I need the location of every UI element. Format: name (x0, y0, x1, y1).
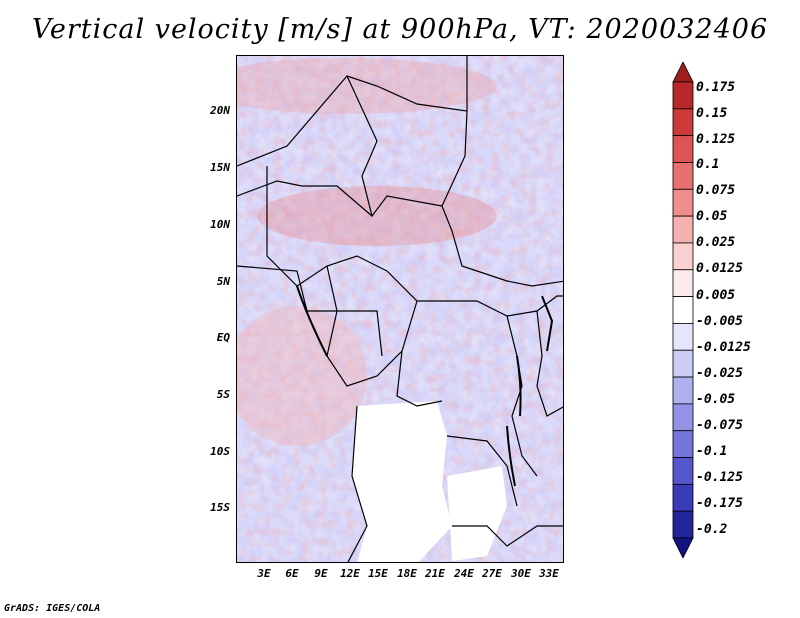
colorbar-label: -0.175 (696, 496, 743, 511)
lon-label-30e: 30E (511, 567, 531, 580)
lon-label-15e: 15E (368, 567, 388, 580)
colorbar-segment (672, 510, 694, 539)
lat-label-10n: 10N (210, 218, 230, 231)
map-panel (236, 55, 564, 563)
lon-label-24e: 24E (454, 567, 474, 580)
grads-credit: GrADS: IGES/COLA (4, 603, 101, 614)
colorbar-label: 0.05 (696, 209, 728, 224)
red-zone-gulf (237, 306, 367, 446)
colorbar-label: 0.025 (696, 235, 736, 250)
lat-label-15n: 15N (210, 161, 230, 174)
colorbar-label: 0.175 (696, 80, 736, 95)
colorbar-label: 0.1 (696, 157, 720, 172)
colorbar-label: 0.0125 (696, 261, 743, 276)
colorbar-label: -0.005 (696, 314, 743, 329)
colorbar-segment (672, 269, 694, 297)
colorbar-label: 0.075 (696, 183, 736, 198)
masked-region-zambia (447, 466, 507, 561)
colorbar-segment (672, 323, 694, 351)
lat-label-5s: 5S (216, 388, 230, 401)
lat-label-15s: 15S (210, 501, 230, 514)
map-canvas (237, 56, 563, 562)
colorbar-label: 0.005 (696, 288, 736, 303)
colorbar-segment (672, 81, 694, 110)
lat-label-10s: 10S (210, 445, 230, 458)
colorbar-segment (672, 242, 694, 271)
colorbar-label: -0.05 (696, 392, 736, 407)
masked-region-angola (352, 401, 452, 562)
colorbar (672, 62, 694, 558)
lon-label-6e: 6E (285, 567, 299, 580)
colorbar-label: -0.2 (696, 522, 728, 537)
colorbar-segment (672, 296, 694, 324)
colorbar-segment (672, 215, 694, 244)
colorbar-label: 0.125 (696, 132, 736, 147)
colorbar-label: -0.025 (696, 366, 743, 381)
colorbar-segments (672, 62, 694, 558)
colorbar-label: -0.1 (696, 444, 728, 459)
lat-label-eq: EQ (216, 331, 230, 344)
lakes (296, 285, 554, 487)
lon-label-27e: 27E (482, 567, 502, 580)
colorbar-segment (672, 135, 694, 163)
colorbar-segment (672, 403, 694, 432)
lon-label-21e: 21E (425, 567, 445, 580)
lat-label-5n: 5N (216, 275, 230, 288)
red-zone-sahel (257, 186, 497, 246)
colorbar-segment (672, 62, 694, 83)
colorbar-segment (672, 108, 694, 137)
colorbar-segment (672, 483, 694, 512)
colorbar-label: 0.15 (696, 106, 728, 121)
colorbar-segment (672, 162, 694, 190)
lon-label-12e: 12E (340, 567, 360, 580)
colorbar-segment (672, 457, 694, 485)
lat-label-20n: 20N (210, 104, 230, 117)
lon-label-9e: 9E (314, 567, 328, 580)
colorbar-label: -0.075 (696, 418, 743, 433)
colorbar-segment (672, 430, 694, 458)
red-zone-north (237, 58, 497, 114)
colorbar-label: -0.125 (696, 470, 743, 485)
lon-label-33e: 33E (539, 567, 559, 580)
colorbar-segment (672, 376, 694, 405)
colorbar-label: -0.0125 (696, 340, 751, 355)
country-borders (237, 56, 563, 562)
lon-label-18e: 18E (397, 567, 417, 580)
lon-label-3e: 3E (257, 567, 271, 580)
colorbar-segment (672, 349, 694, 378)
colorbar-segment (672, 537, 694, 558)
map-title: Vertical velocity [m/s] at 900hPa, VT: 2… (31, 14, 769, 45)
colorbar-segment (672, 188, 694, 217)
